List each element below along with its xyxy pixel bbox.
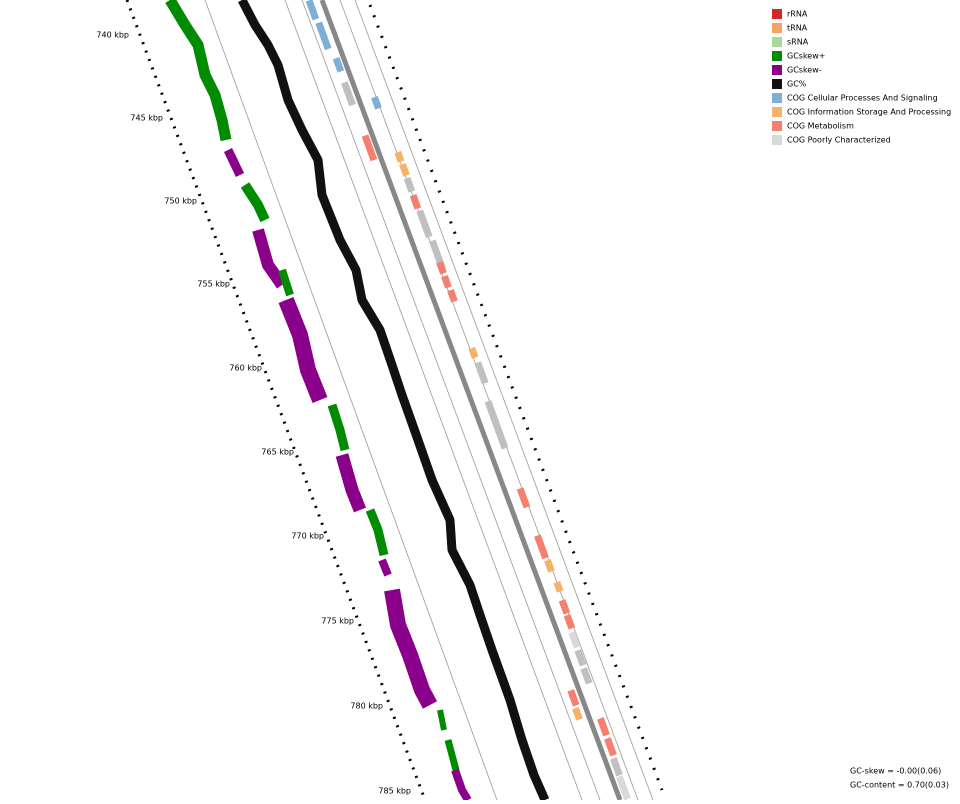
legend: rRNA tRNA sRNA GCskew+ GCskew- GC% COG Cellula… (772, 9, 951, 145)
gene (568, 631, 581, 649)
legend-swatch (772, 93, 782, 103)
gene (332, 57, 345, 73)
backbone (319, 0, 623, 801)
legend-swatch (772, 121, 782, 131)
position-label: 770 kbp (291, 532, 324, 541)
position-label: 760 kbp (229, 364, 262, 373)
position-label: 785 kbp (378, 787, 411, 796)
gc-content (238, 0, 550, 802)
gene (558, 599, 571, 615)
legend-swatch (772, 135, 782, 145)
gene (516, 487, 531, 509)
legend-swatch (772, 23, 782, 33)
gene (409, 194, 422, 210)
legend-swatch (772, 37, 782, 47)
gene (604, 737, 617, 757)
gene (484, 400, 509, 450)
gene (567, 689, 580, 707)
position-label: 775 kbp (321, 617, 354, 626)
gene (341, 81, 356, 107)
legend-label: sRNA (787, 38, 809, 47)
legend-swatch (772, 79, 782, 89)
gc-skew-positive (365, 508, 389, 557)
legend-swatch (772, 9, 782, 19)
gene (361, 134, 378, 162)
gc-skew-negative (223, 148, 245, 177)
gc-skew-negative (278, 297, 328, 403)
ring-line (204, 0, 498, 801)
gene (572, 706, 583, 721)
gene (597, 717, 610, 737)
position-ticks (125, 0, 427, 801)
gene (399, 162, 410, 177)
legend-label: COG Poorly Characterized (787, 136, 891, 145)
gene (553, 580, 564, 593)
gene (315, 21, 332, 51)
gene (403, 177, 416, 193)
gene (416, 209, 433, 239)
gc-skew-negative (335, 453, 367, 513)
gene (468, 346, 479, 359)
gene (563, 614, 576, 630)
ring-line (301, 0, 601, 801)
gene (534, 534, 549, 560)
gc-skew-positive (444, 739, 460, 771)
position-label: 755 kbp (197, 280, 230, 289)
gene (610, 757, 623, 777)
gc-skew-negative (378, 558, 392, 577)
legend-swatch (772, 107, 782, 117)
gc-content-summary: GC-content = 0.70(0.03) (850, 781, 949, 790)
gene (305, 0, 320, 21)
genes (305, 0, 631, 801)
gene (616, 775, 631, 801)
legend-label: COG Cellular Processes And Signaling (787, 94, 938, 103)
legend-swatch (772, 65, 782, 75)
gene (544, 558, 555, 573)
gc-skew-positive (278, 268, 294, 297)
gene (580, 667, 593, 685)
gene (371, 95, 382, 110)
legend-label: tRNA (787, 24, 808, 33)
ring-line (284, 0, 583, 801)
gc-skew-negative (451, 768, 472, 803)
gc-skew-negative (252, 228, 287, 289)
gc-skew-negative (384, 588, 438, 709)
position-label: 740 kbp (96, 31, 129, 40)
gene (474, 361, 489, 385)
position-label: 745 kbp (130, 114, 163, 123)
legend-label: GCskew- (787, 66, 822, 75)
legend-label: GCskew+ (787, 52, 825, 61)
map-lines (125, 0, 664, 803)
position-label: 780 kbp (350, 702, 383, 711)
gene (394, 150, 405, 163)
legend-label: COG Information Storage And Processing (787, 108, 951, 117)
position-labels: 740 kbp 745 kbp 750 kbp 755 kbp 760 kbp 765 k… (96, 31, 411, 796)
ring-line (339, 0, 639, 801)
gc-skew-positive (240, 182, 270, 223)
position-label: 750 kbp (164, 197, 197, 206)
gc-skew-positive (437, 709, 447, 731)
legend-swatch (772, 51, 782, 61)
gc-skew-positive (165, 0, 232, 142)
gene (574, 649, 587, 667)
gene (436, 260, 447, 275)
legend-label: COG Metabolism (787, 122, 854, 131)
gene (447, 288, 458, 303)
position-label: 765 kbp (261, 448, 294, 457)
gc-skew-summary: GC-skew = -0.00(0.06) (850, 767, 941, 776)
ring-line (354, 0, 654, 801)
gc-skew-positive (327, 403, 350, 452)
legend-label: rRNA (787, 10, 808, 19)
outer-ticks (368, 4, 664, 791)
legend-label: GC% (787, 80, 807, 89)
gene (441, 274, 452, 289)
